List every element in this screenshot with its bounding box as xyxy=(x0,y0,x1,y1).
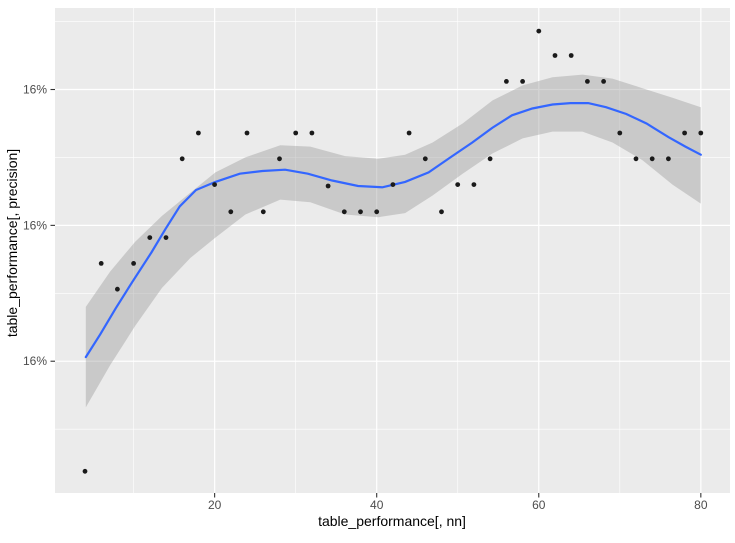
x-tick-label: 80 xyxy=(694,498,708,512)
data-point xyxy=(552,53,558,58)
x-axis-tick-labels: 20 40 60 80 xyxy=(208,498,708,512)
data-point xyxy=(147,235,153,241)
y-axis-ticks xyxy=(50,88,55,362)
data-point xyxy=(698,130,704,136)
data-point xyxy=(115,286,120,292)
data-point xyxy=(82,468,88,474)
data-point xyxy=(520,79,525,84)
x-tick-label: 60 xyxy=(532,498,546,512)
confidence-ribbon xyxy=(85,74,701,408)
y-axis-title: table_performance[, precision] xyxy=(4,149,20,337)
data-point xyxy=(374,209,380,215)
data-point xyxy=(585,79,590,84)
data-point xyxy=(471,182,477,188)
data-point xyxy=(649,156,655,162)
data-point xyxy=(163,235,169,241)
data-point xyxy=(487,156,493,162)
data-point xyxy=(601,79,606,84)
data-points xyxy=(82,28,704,474)
gridlines-minor xyxy=(55,8,730,493)
data-point xyxy=(536,28,542,34)
data-point xyxy=(309,130,315,136)
x-tick-label: 20 xyxy=(208,498,222,512)
data-point xyxy=(179,156,185,162)
data-point xyxy=(617,130,623,136)
y-tick-label: 16% xyxy=(23,218,47,232)
data-point xyxy=(228,209,234,215)
data-point xyxy=(422,156,428,162)
data-point xyxy=(196,130,201,136)
data-point xyxy=(98,261,104,266)
data-point xyxy=(568,53,574,58)
y-tick-label: 16% xyxy=(23,83,47,97)
panel-background xyxy=(55,8,730,493)
y-tick-label: 16% xyxy=(23,354,47,368)
data-point xyxy=(406,130,412,136)
data-point xyxy=(390,182,396,188)
data-point xyxy=(633,156,639,162)
data-point xyxy=(439,209,444,215)
data-point xyxy=(682,130,687,136)
data-point xyxy=(293,130,299,136)
data-point xyxy=(260,209,266,215)
data-point xyxy=(325,183,331,189)
data-point xyxy=(244,130,250,136)
data-point xyxy=(277,156,282,162)
x-axis-title: table_performance[, nn] xyxy=(318,513,466,529)
data-point xyxy=(131,261,137,266)
gridlines-major xyxy=(55,8,730,493)
y-axis-tick-labels: 16% 16% 16% xyxy=(23,83,47,369)
data-point xyxy=(504,79,509,84)
x-axis-ticks xyxy=(214,493,702,498)
data-point xyxy=(666,156,671,162)
data-point xyxy=(341,209,347,215)
x-tick-label: 40 xyxy=(370,498,384,512)
data-point xyxy=(212,182,218,188)
data-point xyxy=(358,209,363,215)
data-point xyxy=(455,182,461,188)
